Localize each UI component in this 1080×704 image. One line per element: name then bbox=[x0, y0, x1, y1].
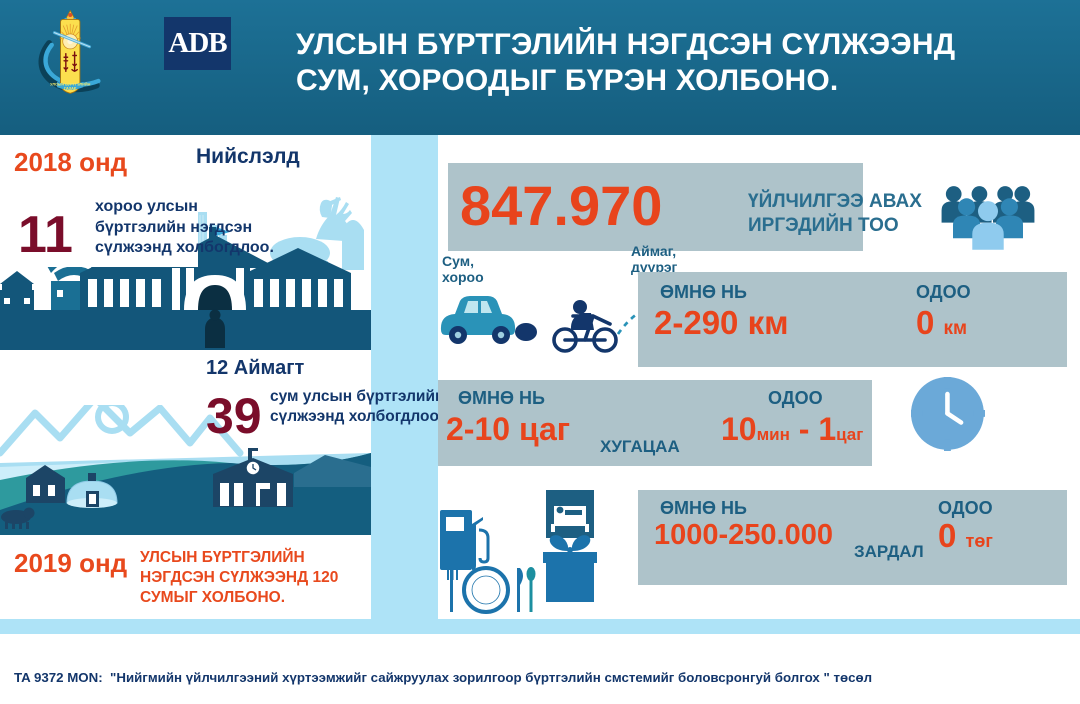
svg-text:ГАЗАР: ГАЗАР bbox=[64, 86, 77, 90]
